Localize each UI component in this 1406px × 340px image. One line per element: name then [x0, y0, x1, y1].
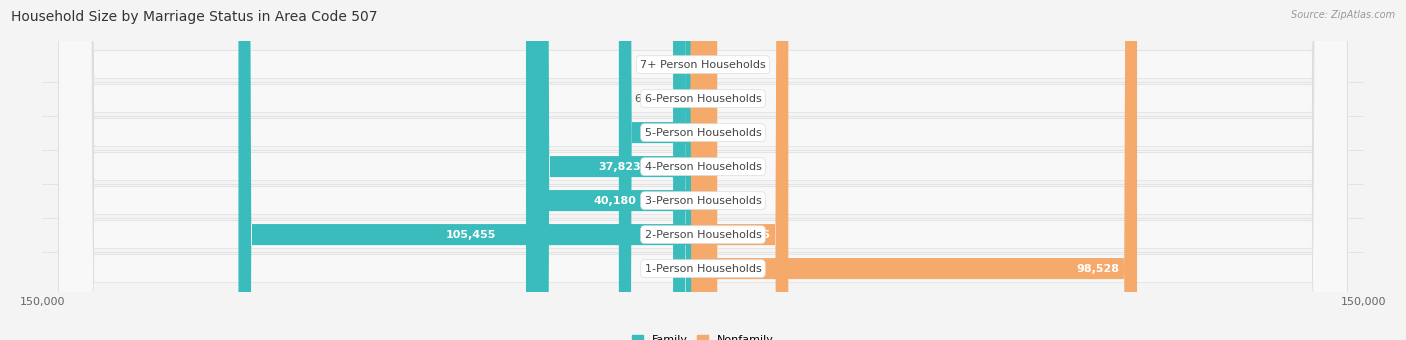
FancyBboxPatch shape	[59, 0, 1347, 340]
FancyBboxPatch shape	[686, 0, 703, 340]
Bar	[62, 255, 1344, 283]
FancyBboxPatch shape	[526, 0, 703, 340]
Text: Source: ZipAtlas.com: Source: ZipAtlas.com	[1291, 10, 1395, 20]
FancyBboxPatch shape	[536, 0, 703, 340]
Text: 6,793: 6,793	[634, 94, 666, 104]
Text: 6-Person Households: 6-Person Households	[644, 94, 762, 104]
FancyBboxPatch shape	[696, 0, 716, 340]
Text: 139: 139	[710, 94, 731, 104]
Text: 5-Person Households: 5-Person Households	[644, 128, 762, 138]
Text: 19,365: 19,365	[728, 230, 770, 240]
FancyBboxPatch shape	[690, 0, 716, 340]
Text: 37,823: 37,823	[599, 162, 641, 172]
Text: 98,528: 98,528	[1077, 264, 1119, 274]
Text: Household Size by Marriage Status in Area Code 507: Household Size by Marriage Status in Are…	[11, 10, 378, 24]
FancyBboxPatch shape	[692, 0, 716, 340]
FancyBboxPatch shape	[690, 0, 716, 340]
Text: 437: 437	[711, 128, 733, 138]
Legend: Family, Nonfamily: Family, Nonfamily	[627, 330, 779, 340]
FancyBboxPatch shape	[703, 0, 789, 340]
FancyBboxPatch shape	[59, 0, 1347, 340]
Text: 3,235: 3,235	[724, 195, 755, 206]
FancyBboxPatch shape	[619, 0, 703, 340]
Text: 19,104: 19,104	[640, 128, 682, 138]
Bar	[62, 221, 1344, 249]
Bar	[62, 153, 1344, 181]
Text: 4-Person Households: 4-Person Households	[644, 162, 762, 172]
FancyBboxPatch shape	[239, 0, 703, 340]
Text: 1-Person Households: 1-Person Households	[644, 264, 762, 274]
Text: 3-Person Households: 3-Person Households	[644, 195, 762, 206]
FancyBboxPatch shape	[703, 0, 717, 340]
Bar	[62, 119, 1344, 147]
Text: 40,180: 40,180	[593, 195, 636, 206]
FancyBboxPatch shape	[673, 0, 703, 340]
Text: 105,455: 105,455	[446, 230, 496, 240]
FancyBboxPatch shape	[703, 0, 1137, 340]
FancyBboxPatch shape	[59, 0, 1347, 340]
Bar	[62, 85, 1344, 113]
Bar	[62, 187, 1344, 215]
FancyBboxPatch shape	[59, 0, 1347, 340]
Bar	[62, 51, 1344, 79]
Text: 1,456: 1,456	[716, 162, 748, 172]
FancyBboxPatch shape	[59, 0, 1347, 340]
Text: 2-Person Households: 2-Person Households	[644, 230, 762, 240]
Text: 81: 81	[710, 59, 724, 70]
FancyBboxPatch shape	[59, 0, 1347, 340]
FancyBboxPatch shape	[59, 0, 1347, 340]
Text: 7+ Person Households: 7+ Person Households	[640, 59, 766, 70]
Text: 3,902: 3,902	[647, 59, 679, 70]
